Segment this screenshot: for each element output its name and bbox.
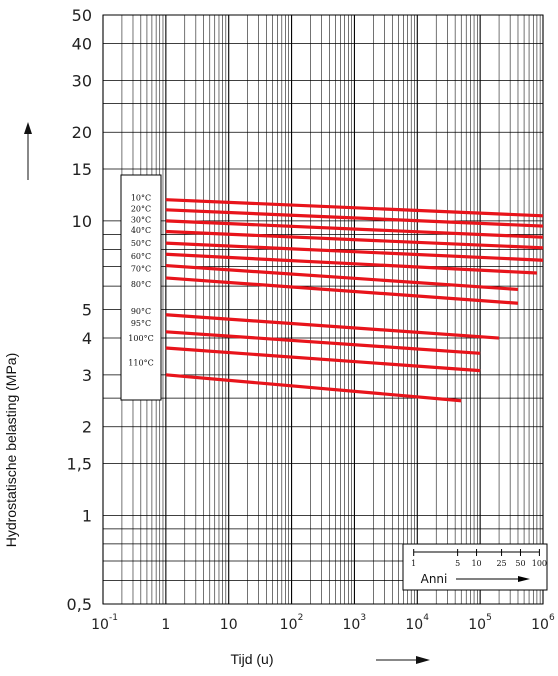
x-tick-label: 10 [280,617,298,633]
series-line-90c [165,313,500,340]
y-tick-label: 0,5 [67,595,92,614]
years-tick-label: 50 [515,559,525,568]
x-tick-exponent: -1 [109,613,118,623]
y-tick-label: 40 [72,35,92,54]
grid-layer [102,14,544,605]
x-axis-arrow [376,656,430,664]
series-line-100c [165,346,481,373]
x-tick-label: 10 [343,617,361,633]
y-tick-label: 30 [72,71,92,90]
temperature-label: 70°C [131,264,151,273]
years-scale-box: 1 5 10 25 50 100 Anni [402,543,548,591]
temperature-label: 90°C [131,307,151,316]
label-box-frame [120,174,162,401]
x-tick-label: 1 [161,617,170,633]
plot-frame [102,14,544,605]
y-tick-label: 4 [82,329,92,348]
x-tick-labels: 10 -1 1 10 10 2 10 3 10 4 10 5 10 6 [91,613,555,633]
x-tick-label: 10 [220,617,238,633]
temperature-label: 40°C [131,226,151,235]
temperature-label: 50°C [131,239,151,248]
x-tick-label: 10 [91,617,109,633]
y-tick-label: 2 [82,418,92,437]
y-tick-label: 50 [72,6,92,25]
temperature-label-box: 10°C 20°C 30°C40°C 50°C 60°C 70°C 80°C 90°C 95°C… [120,174,162,401]
temperature-label: 20°C [131,205,151,214]
y-tick-label: 20 [72,123,92,142]
series-line-20c [165,208,544,228]
x-tick-label: 10 [468,617,486,633]
series-line-110c [165,373,462,403]
y-axis-title: Hydrostatische belasting (MPa) [3,353,19,548]
temperature-label: 100°C [128,334,153,343]
temperature-label: 80°C [131,280,151,289]
years-tick-label: 10 [471,559,481,568]
x-tick-exponent: 4 [423,613,429,623]
series-line-80c [165,276,519,305]
x-tick-exponent: 6 [549,613,555,623]
series-line-30c [165,219,544,239]
series-line-10c [165,198,544,218]
series-line-70c [165,263,519,292]
series-line-50c [165,241,544,262]
temperature-label: 60°C [131,252,151,261]
x-tick-label: 10 [405,617,423,633]
years-tick-label: 1 [411,559,416,568]
temperature-label: 95°C [131,319,151,328]
y-axis-arrow [24,122,32,180]
series-line-40c [165,229,544,250]
years-tick-label: 100 [532,559,547,568]
years-tick-label: 5 [455,559,460,568]
x-tick-exponent: 5 [486,613,492,623]
series-line-95c [165,330,481,355]
series-line-60c [165,252,537,275]
x-tick-exponent: 2 [298,613,304,623]
years-arrow-head [518,576,530,582]
y-tick-label: 5 [82,301,92,320]
x-axis-title: Tijd (u) [230,651,273,667]
years-scale-label: Anni [421,572,448,586]
y-tick-label: 15 [72,160,92,179]
temperature-label: 10°C [131,194,151,203]
temperature-label: 110°C [128,359,153,368]
y-tick-label: 10 [72,212,92,231]
years-tick-label: 25 [496,559,506,568]
y-tick-label: 3 [82,366,92,385]
x-tick-label: 10 [531,617,549,633]
y-tick-label: 1 [82,506,92,525]
y-tick-labels: 50 40 30 20 15 10 5 4 3 2 1,5 1 0,5 [67,6,92,614]
temperature-label: 30°C [131,216,151,225]
x-tick-exponent: 3 [360,613,366,623]
axis-titles: Hydrostatische belasting (MPa) Tijd (u) [3,122,430,667]
series-layer [165,198,544,403]
y-tick-label: 1,5 [67,454,92,473]
